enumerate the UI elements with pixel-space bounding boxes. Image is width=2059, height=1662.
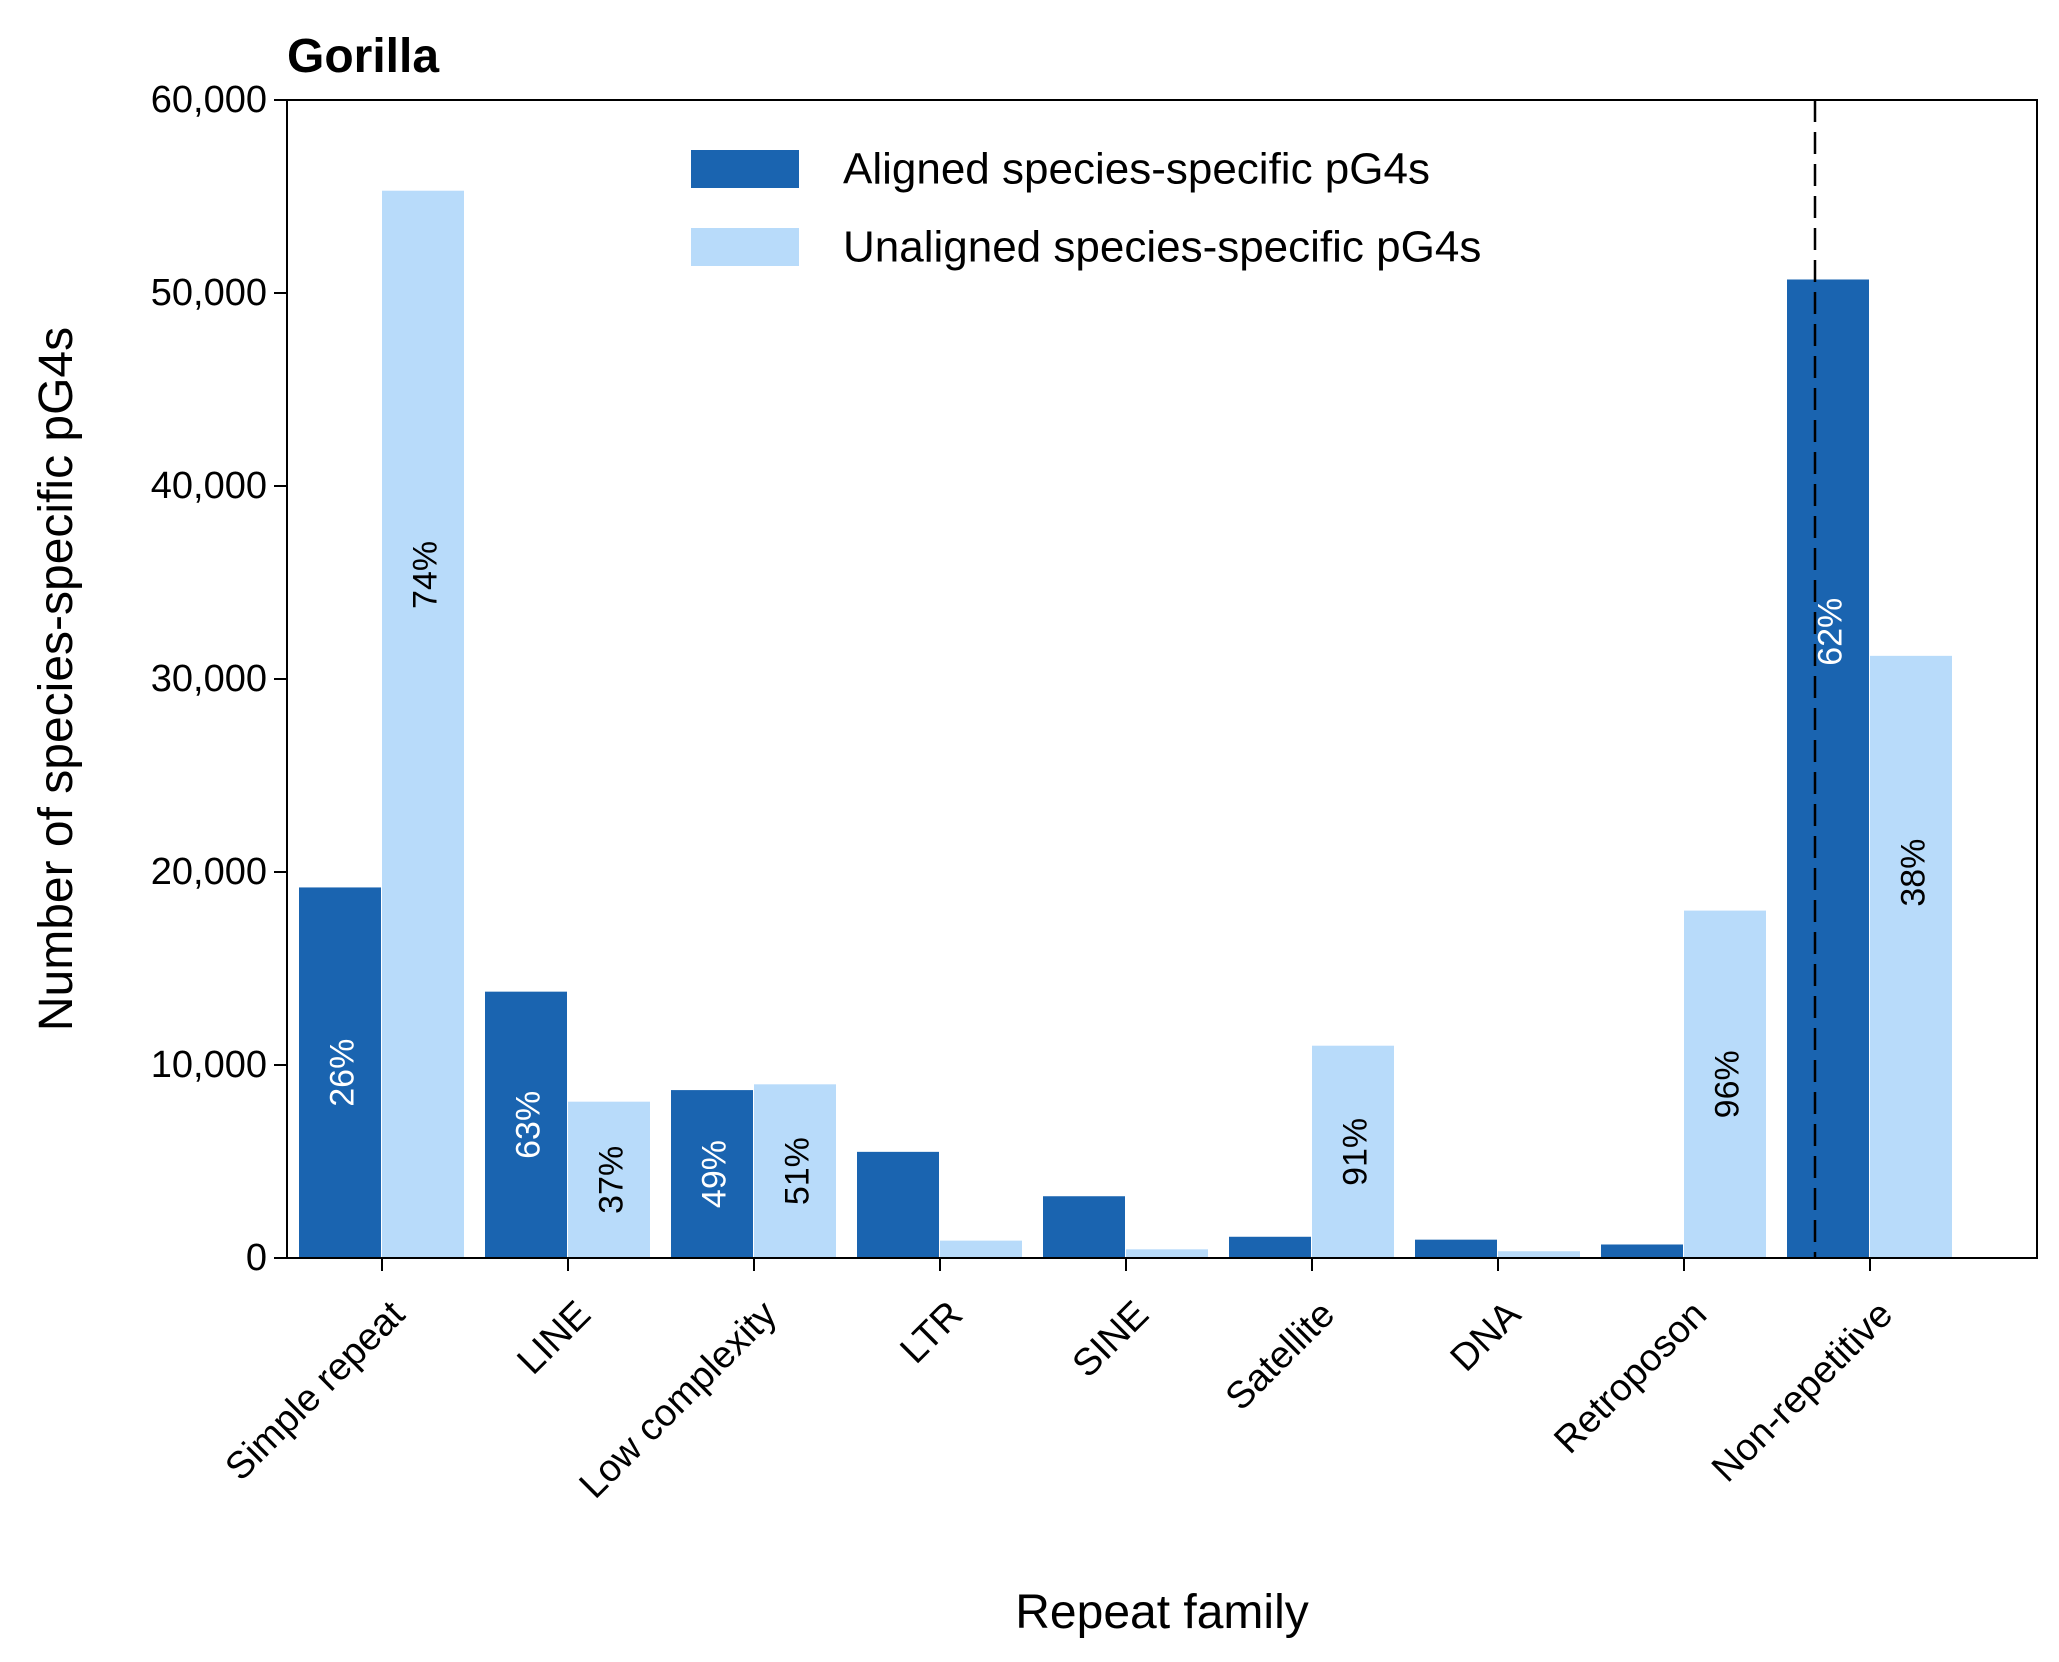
bar-aligned-5 xyxy=(1229,1236,1311,1258)
legend: Aligned species-specific pG4s Unaligned s… xyxy=(691,145,1481,272)
bar-aligned-2 xyxy=(671,1090,753,1258)
y-tick-label: 30,000 xyxy=(151,658,267,700)
y-axis-label: Number of species-specific pG4s xyxy=(30,327,83,1031)
bar-unaligned-3 xyxy=(940,1240,1022,1258)
legend-label: Unaligned species-specific pG4s xyxy=(843,223,1481,272)
bar-percent-label: 96% xyxy=(1709,1050,1747,1118)
x-tick-label: SINE xyxy=(1065,1293,1157,1385)
bar-percent-label: 74% xyxy=(407,541,445,609)
y-tick-label: 10,000 xyxy=(151,1044,267,1086)
bar-percent-label: 37% xyxy=(593,1146,631,1214)
bar-unaligned-1 xyxy=(568,1101,650,1258)
bar-unaligned-7 xyxy=(1684,910,1766,1258)
bar-unaligned-6 xyxy=(1498,1251,1580,1258)
x-tick-label: LTR xyxy=(893,1293,971,1371)
bar-unaligned-8 xyxy=(1870,655,1952,1258)
y-tick-label: 20,000 xyxy=(151,851,267,893)
x-tick-label: DNA xyxy=(1443,1293,1530,1380)
bar-percent-label: 51% xyxy=(779,1137,817,1205)
bar-percent-label: 62% xyxy=(1812,598,1850,666)
legend-swatch xyxy=(691,150,799,188)
bar-aligned-1 xyxy=(485,991,567,1258)
bars-group xyxy=(299,190,1952,1259)
y-tick-label: 40,000 xyxy=(151,465,267,507)
x-tick-label: Retroposon xyxy=(1546,1293,1715,1462)
legend-swatch xyxy=(691,228,799,266)
bar-unaligned-4 xyxy=(1126,1249,1208,1258)
y-tick-label: 0 xyxy=(246,1237,267,1279)
x-tick-label: LINE xyxy=(510,1293,599,1382)
y-tick-label: 50,000 xyxy=(151,272,267,314)
bar-aligned-3 xyxy=(857,1151,939,1258)
y-axis: 0 10,000 20,000 30,000 40,000 50,000 60,000 xyxy=(151,79,287,1279)
bar-aligned-0 xyxy=(299,887,381,1258)
bar-aligned-4 xyxy=(1043,1196,1125,1258)
bar-aligned-6 xyxy=(1415,1239,1497,1258)
x-tick-label: Non-repetitive xyxy=(1704,1293,1901,1490)
chart-title: Gorilla xyxy=(287,30,439,83)
bar-percent-label: 91% xyxy=(1337,1118,1375,1186)
bar-unaligned-5 xyxy=(1312,1045,1394,1258)
bar-aligned-8 xyxy=(1787,279,1869,1258)
x-tick-label: Satellite xyxy=(1218,1293,1343,1418)
legend-label: Aligned species-specific pG4s xyxy=(843,145,1430,194)
x-axis-label: Repeat family xyxy=(1015,1586,1308,1639)
x-tick-label: Low complexity xyxy=(572,1293,785,1506)
bar-percent-label: 63% xyxy=(510,1091,548,1159)
bar-aligned-7 xyxy=(1601,1244,1683,1258)
bar-percent-label: 49% xyxy=(696,1140,734,1208)
bar-labels-group: 26% 74% 63% 37% 49% 51% 91% 96% 62% 38% xyxy=(324,541,1933,1214)
bar-unaligned-2 xyxy=(754,1084,836,1258)
bar-unaligned-0 xyxy=(382,190,464,1259)
y-tick-label: 60,000 xyxy=(151,79,267,121)
bar-percent-label: 38% xyxy=(1895,839,1933,907)
bar-percent-label: 26% xyxy=(324,1039,362,1107)
x-tick-label: Simple repeat xyxy=(218,1293,414,1489)
